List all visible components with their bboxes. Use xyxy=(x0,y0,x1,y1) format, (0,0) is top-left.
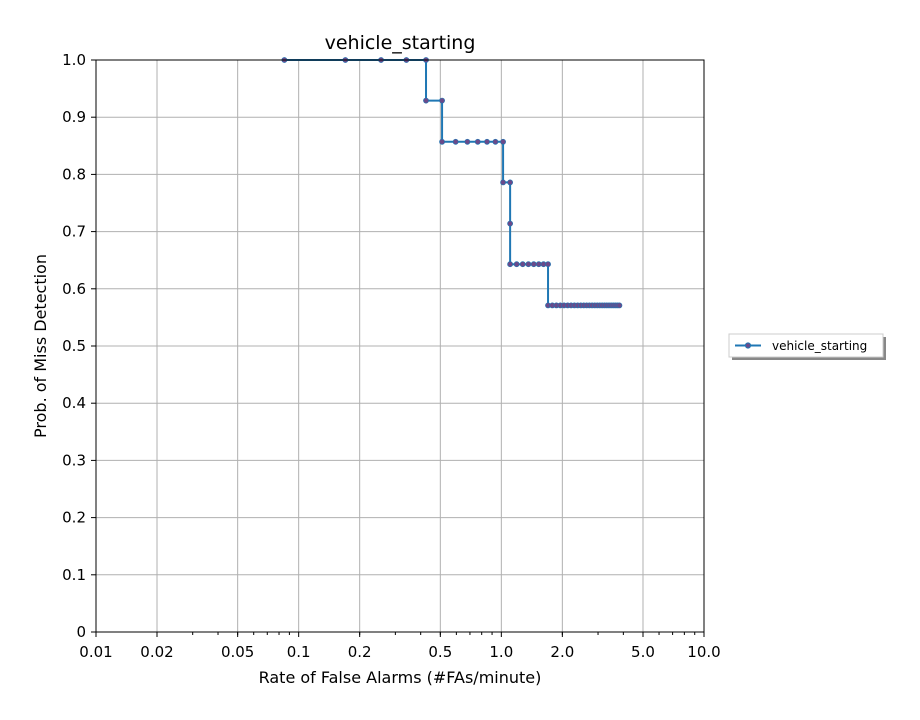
series-line xyxy=(284,59,620,307)
y-tick-label: 0.6 xyxy=(62,280,86,298)
data-point xyxy=(507,261,514,268)
x-tick-label: 2.0 xyxy=(550,643,574,661)
data-point xyxy=(525,261,532,268)
legend-entry-vehicle-starting: vehicle_starting xyxy=(772,339,867,353)
y-tick-label: 1.0 xyxy=(62,51,86,69)
y-axis: 0 0.1 0.2 0.3 0.4 0.5 0.6 0.7 0.8 0.9 1.0 xyxy=(62,51,96,641)
data-point xyxy=(519,261,526,268)
data-point xyxy=(452,138,459,145)
data-point xyxy=(545,261,551,268)
data-point xyxy=(484,138,490,145)
data-point xyxy=(464,138,471,145)
x-tick-label: 5.0 xyxy=(631,643,655,661)
legend-swatch-marker xyxy=(744,342,752,349)
x-tick-label: 0.1 xyxy=(287,643,311,661)
legend: vehicle_starting xyxy=(728,333,886,360)
legend-box xyxy=(728,333,884,358)
y-tick-label: 0.3 xyxy=(62,451,86,469)
y-tick-label: 0.5 xyxy=(62,337,86,355)
y-tick-label: 0.9 xyxy=(62,108,86,126)
grid xyxy=(95,59,705,633)
data-point xyxy=(474,138,481,145)
data-point xyxy=(439,138,445,145)
data-point xyxy=(507,220,514,227)
x-tick-label: 0.05 xyxy=(221,643,254,661)
chart-title: vehicle_starting xyxy=(325,32,476,54)
y-axis-label: Prob. of Miss Detection xyxy=(31,254,50,438)
y-tick-label: 0.8 xyxy=(62,165,86,183)
y-tick-label: 0.1 xyxy=(62,566,86,584)
data-point xyxy=(439,97,445,104)
x-axis-label: Rate of False Alarms (#FAs/minute) xyxy=(259,668,542,687)
y-tick-label: 0.7 xyxy=(62,223,86,241)
series-markers xyxy=(281,57,623,309)
x-axis: 0.01 0.02 0.05 0.1 0.2 0.5 1.0 2.0 5.0 10.0 xyxy=(79,632,721,661)
series-vehicle-starting xyxy=(281,57,623,309)
x-tick-label: 1.0 xyxy=(489,643,513,661)
data-point xyxy=(616,302,623,309)
x-tick-label: 10.0 xyxy=(687,643,720,661)
data-point xyxy=(507,179,514,186)
y-tick-label: 0.4 xyxy=(62,394,86,412)
data-point xyxy=(500,138,506,145)
data-point xyxy=(535,261,542,268)
x-tick-label: 0.01 xyxy=(79,643,112,661)
x-tick-label: 0.02 xyxy=(140,643,173,661)
y-tick-label: 0 xyxy=(76,623,86,641)
y-tick-label: 0.2 xyxy=(62,509,86,527)
data-point xyxy=(423,97,429,104)
x-tick-label: 0.2 xyxy=(348,643,372,661)
data-point xyxy=(492,138,499,145)
data-point xyxy=(500,179,506,186)
x-tick-label: 0.5 xyxy=(428,643,452,661)
data-point xyxy=(513,261,520,268)
data-point xyxy=(530,261,537,268)
